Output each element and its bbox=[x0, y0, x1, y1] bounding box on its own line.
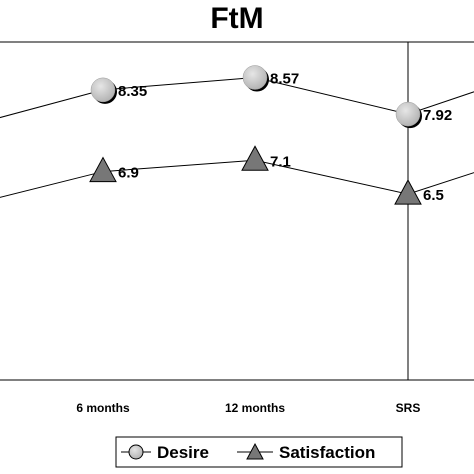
x-tick-label-3: SRS bbox=[396, 401, 421, 415]
point-desire-2 bbox=[242, 65, 269, 92]
x-axis: y 6 months 12 months SRS bbox=[0, 401, 420, 415]
x-tick-label-1: 6 months bbox=[76, 401, 130, 415]
point-satisfaction-2 bbox=[241, 145, 269, 171]
data-label-satisfaction-3: 6.5 bbox=[423, 187, 444, 204]
point-satisfaction-1 bbox=[89, 156, 117, 183]
legend-label-desire: Desire bbox=[157, 443, 209, 462]
data-label-desire-2: 8.57 bbox=[270, 70, 299, 87]
point-satisfaction-3 bbox=[394, 179, 422, 205]
point-desire-1 bbox=[90, 77, 117, 104]
data-labels: 8.35 8.57 7.92 6.9 7.1 6.5 bbox=[118, 70, 452, 204]
x-tick-label-2: 12 months bbox=[225, 401, 285, 415]
chart-title: FtM bbox=[210, 2, 263, 35]
point-desire-3 bbox=[395, 101, 422, 129]
data-label-desire-3: 7.92 bbox=[423, 107, 452, 124]
legend: Desire Satisfaction bbox=[115, 436, 403, 468]
legend-marker-satisfaction bbox=[246, 442, 264, 460]
data-label-desire-1: 8.35 bbox=[118, 83, 147, 100]
data-label-satisfaction-1: 6.9 bbox=[118, 165, 139, 182]
legend-label-satisfaction: Satisfaction bbox=[279, 443, 375, 462]
data-label-satisfaction-2: 7.1 bbox=[270, 153, 291, 170]
series-marks bbox=[89, 65, 422, 205]
legend-marker-desire bbox=[128, 444, 144, 460]
plot-area bbox=[0, 41, 474, 381]
